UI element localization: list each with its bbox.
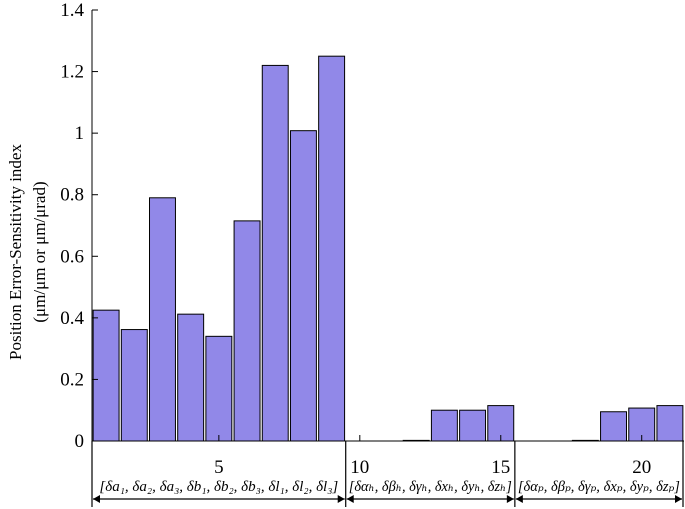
group-arrow-head-left-1 (346, 495, 354, 503)
x-tick-label-0: 5 (214, 457, 224, 478)
bar-21 (656, 405, 684, 442)
bar-6 (233, 220, 261, 442)
y-tick-label-1: 0.2 (60, 369, 84, 390)
y-axis-label-group: Position Error-Sensitivity index (μm/μm … (6, 144, 49, 360)
group-arrow-head-right-1 (506, 495, 514, 503)
bar-13 (430, 409, 458, 442)
group-brackets-layer: [δa₁, δa₂, δa₃, δb₁, δb₂, δb₃, δl₁, δl₂,… (91, 441, 684, 507)
bar-14 (459, 409, 487, 442)
y-tick-label-6: 1.2 (60, 62, 84, 83)
bar-1 (92, 309, 120, 442)
y-axis-unit-label: (μm/μm or μm/μrad) (30, 181, 49, 322)
x-tick-label-1: 10 (350, 457, 369, 478)
bars-layer (92, 55, 684, 442)
group-arrow-head-left-0 (93, 495, 100, 503)
bar-15 (487, 405, 515, 442)
bar-2 (120, 329, 148, 442)
bar-3 (149, 197, 176, 442)
group-label-0: [δa₁, δa₂, δa₃, δb₁, δb₂, δb₃, δl₁, δl₂,… (99, 479, 338, 495)
x-ticks-layer: 5 10 15 20 (214, 435, 651, 478)
group-arrow-head-right-0 (337, 495, 345, 503)
bar-9 (318, 55, 346, 442)
group-arrow-head-right-2 (675, 495, 682, 503)
x-tick-label-3: 20 (632, 457, 651, 478)
y-tick-label-7: 1.4 (60, 0, 84, 21)
y-tick-label-5: 1 (75, 123, 85, 144)
group-label-1: [δαₕ, δβₕ, δγₕ, δxₕ, δyₕ, δzₕ] (349, 479, 512, 495)
bar-5 (205, 335, 233, 442)
bar-19 (600, 411, 627, 442)
y-tick-label-3: 0.6 (60, 246, 84, 267)
bar-8 (289, 130, 317, 442)
bar-4 (177, 313, 205, 442)
y-tick-label-2: 0.4 (60, 308, 84, 329)
group-arrow-head-left-2 (515, 495, 523, 503)
bar-7 (261, 64, 289, 442)
y-ticks-layer: 0 0.2 0.4 0.6 0.8 1 1.2 1.4 (60, 0, 98, 452)
y-tick-label-0: 0 (75, 431, 85, 452)
y-axis-label: Position Error-Sensitivity index (6, 144, 25, 360)
group-label-2: [δαₚ, δβₚ, δγₚ, δxₚ, δyₚ, δzₚ] (518, 479, 680, 495)
y-tick-label-4: 0.8 (60, 185, 84, 206)
axes-layer (91, 10, 684, 442)
x-tick-label-2: 15 (491, 457, 510, 478)
